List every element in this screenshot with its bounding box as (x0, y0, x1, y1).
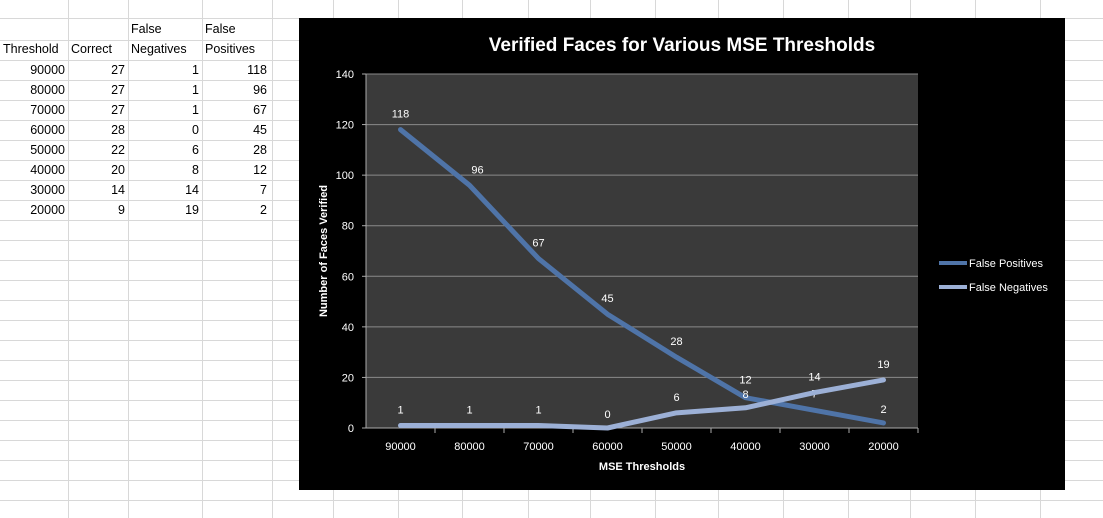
table-cell-r0-c2: 1 (192, 63, 199, 77)
table-cell-r2-c2: 1 (192, 103, 199, 117)
xtick-label-30000: 30000 (799, 441, 830, 453)
table-cell-r7-c0: 20000 (30, 203, 65, 217)
table-cell-r4-c0: 50000 (30, 143, 65, 157)
xtick-label-60000: 60000 (592, 441, 623, 453)
data-label-false-negatives-0: 1 (397, 404, 403, 416)
data-label-false-positives-5: 12 (739, 375, 751, 387)
ytick-label-20: 20 (342, 372, 354, 384)
data-label-false-negatives-7: 19 (877, 359, 889, 371)
table-cell-r0-c3: 118 (247, 63, 267, 77)
xtick-label-80000: 80000 (454, 441, 485, 453)
ytick-label-60: 60 (342, 271, 354, 283)
ytick-label-120: 120 (336, 120, 354, 132)
data-label-false-negatives-5: 8 (742, 389, 748, 401)
table-cell-r0-c0: 90000 (30, 63, 65, 77)
data-label-false-negatives-4: 6 (673, 392, 679, 404)
y-axis-label: Number of Faces Verified (318, 185, 330, 317)
table-cell-r5-c3: 12 (253, 163, 267, 177)
chart-title: Verified Faces for Various MSE Threshold… (489, 35, 875, 56)
table-cell-r4-c3: 28 (253, 143, 267, 157)
header-col3: Positives (205, 42, 256, 56)
data-label-false-negatives-2: 1 (535, 404, 541, 416)
header-col1: Correct (71, 42, 112, 56)
table-cell-r5-c0: 40000 (30, 163, 65, 177)
table-cell-r1-c1: 27 (111, 83, 125, 97)
x-axis-label: MSE Thresholds (599, 461, 685, 473)
data-label-false-positives-3: 45 (601, 293, 613, 305)
legend-label-false-negatives: False Negatives (969, 282, 1048, 294)
table-cell-r0-c1: 27 (111, 63, 125, 77)
table-cell-r6-c0: 30000 (30, 183, 65, 197)
table-cell-r1-c0: 80000 (30, 83, 65, 97)
table-cell-r5-c2: 8 (192, 163, 199, 177)
table-cell-r6-c3: 7 (260, 183, 267, 197)
table-cell-r3-c2: 0 (192, 123, 199, 137)
series-line-false-negatives (398, 377, 886, 431)
series-line-false-positives (398, 127, 886, 426)
xtick-label-20000: 20000 (868, 441, 899, 453)
table-cell-r3-c0: 60000 (30, 123, 65, 137)
data-label-false-negatives-1: 1 (466, 404, 472, 416)
data-label-false-positives-4: 28 (670, 336, 682, 348)
table-cell-r4-c2: 6 (192, 143, 199, 157)
xtick-label-70000: 70000 (523, 441, 554, 453)
ytick-label-0: 0 (348, 423, 354, 435)
legend-label-false-positives: False Positives (969, 258, 1043, 270)
table-cell-r2-c3: 67 (253, 103, 267, 117)
table-cell-r2-c0: 70000 (30, 103, 65, 117)
table-cell-r5-c1: 20 (111, 163, 125, 177)
xtick-label-40000: 40000 (730, 441, 761, 453)
data-label-false-positives-2: 67 (532, 238, 544, 250)
header-line1-col2: False (131, 22, 162, 36)
table-cell-r6-c2: 14 (185, 183, 199, 197)
table-cell-r7-c3: 2 (260, 203, 267, 217)
header-line1-col3: False (205, 22, 236, 36)
table-cell-r3-c3: 45 (253, 123, 267, 137)
header-col2: Negatives (131, 42, 187, 56)
table-cell-r4-c1: 22 (111, 143, 125, 157)
table-cell-r2-c1: 27 (111, 103, 125, 117)
header-col0: Threshold (3, 42, 59, 56)
data-label-false-negatives-3: 0 (604, 409, 610, 421)
xtick-label-90000: 90000 (385, 441, 416, 453)
table-cell-r1-c3: 96 (253, 83, 267, 97)
table-cell-r3-c1: 28 (111, 123, 125, 137)
data-label-false-negatives-6: 14 (808, 372, 820, 384)
table-cell-r6-c1: 14 (111, 183, 125, 197)
ytick-label-100: 100 (336, 170, 354, 182)
ytick-label-40: 40 (342, 322, 354, 334)
data-label-false-positives-0: 118 (392, 109, 410, 121)
plot-area (366, 74, 918, 428)
data-label-false-positives-7: 2 (880, 404, 886, 416)
table-cell-r1-c2: 1 (192, 83, 199, 97)
xtick-label-50000: 50000 (661, 441, 692, 453)
data-label-false-positives-1: 96 (471, 164, 483, 176)
ytick-label-140: 140 (336, 69, 354, 81)
table-cell-r7-c1: 9 (118, 203, 125, 217)
table-cell-r7-c2: 19 (185, 203, 199, 217)
ytick-label-80: 80 (342, 221, 354, 233)
